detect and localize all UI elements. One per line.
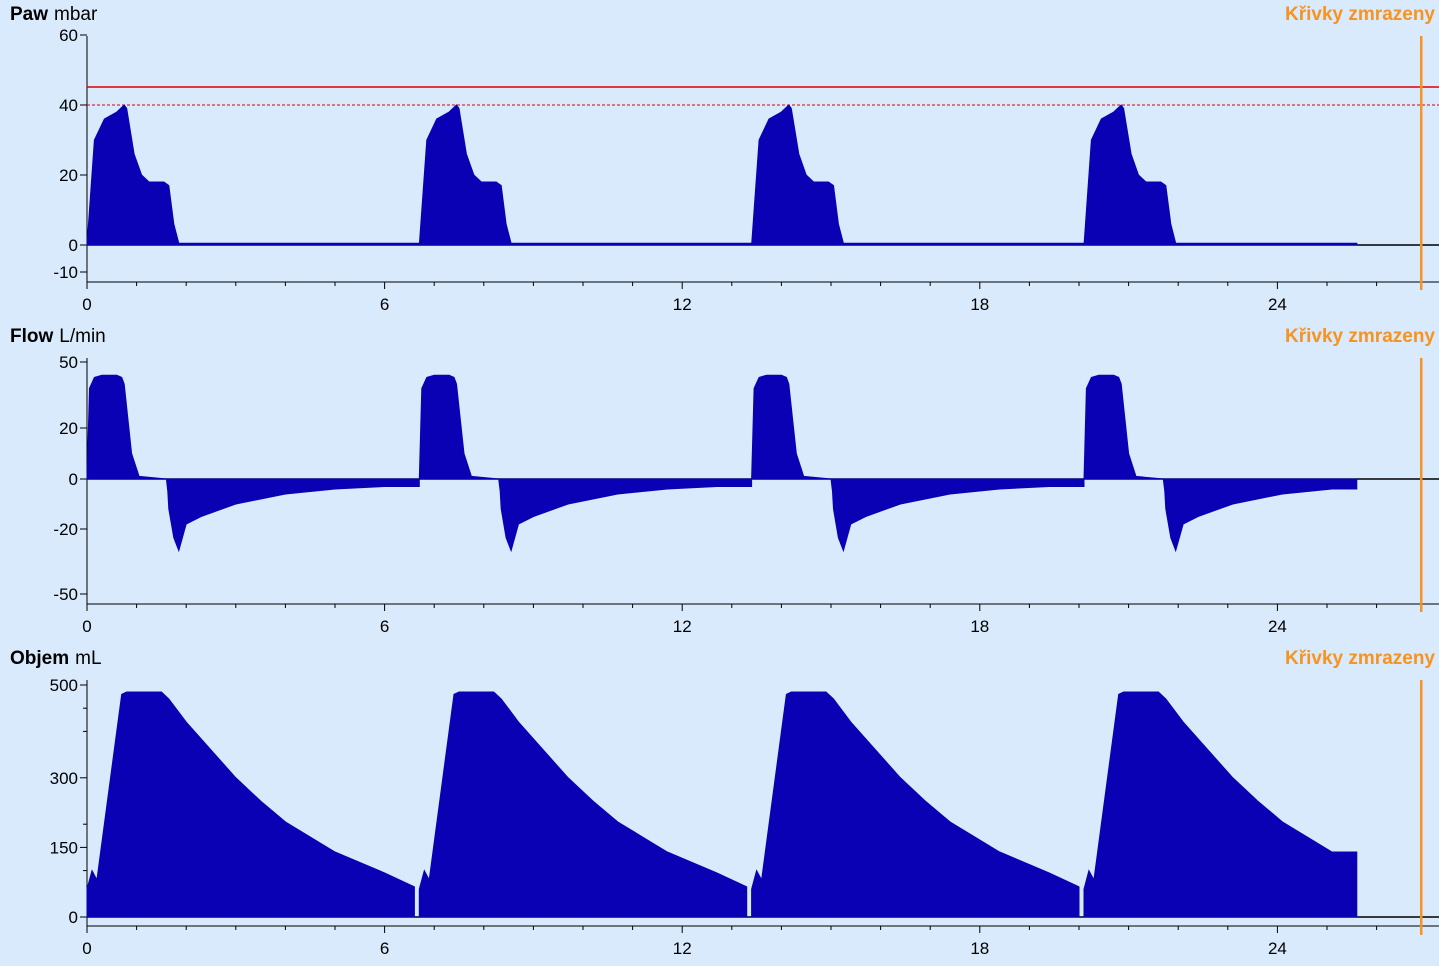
y-tick-label: -50 xyxy=(53,585,78,604)
y-tick-label: -20 xyxy=(53,520,78,539)
y-tick-label: 150 xyxy=(50,838,78,857)
y-tick-label: 500 xyxy=(50,676,78,695)
flow-title: Flow L/min xyxy=(10,326,106,348)
volume-panel: Objem mL Křivky zmrazeny 500 300 150 0 0 6 12 18… xyxy=(0,644,1439,966)
x-tick-label: 18 xyxy=(970,939,989,958)
y-tick-label: 300 xyxy=(50,769,78,788)
flow-frozen-status: Křivky zmrazeny xyxy=(1285,326,1435,347)
y-tick-label: 20 xyxy=(59,419,78,438)
paw-frozen-status: Křivky zmrazeny xyxy=(1285,4,1435,25)
paw-panel: Paw mbar Křivky zmrazeny 60 40 20 0 -10 0 6 12 18… xyxy=(0,0,1439,322)
x-tick-label: 24 xyxy=(1268,295,1287,314)
y-tick-label: 0 xyxy=(69,236,78,255)
waveform-breath-4 xyxy=(1083,374,1358,553)
waveform-breath-4 xyxy=(1083,691,1358,918)
x-tick-label: 6 xyxy=(380,617,389,636)
volume-name: Objem xyxy=(10,648,70,669)
waveform-breath-3 xyxy=(751,374,1085,553)
paw-title: Paw mbar xyxy=(10,4,97,26)
flow-name: Flow xyxy=(10,326,54,347)
volume-unit: mL xyxy=(75,648,102,669)
x-tick-label: 18 xyxy=(970,617,989,636)
volume-title: Objem mL xyxy=(10,648,102,670)
x-tick-label: 12 xyxy=(673,617,692,636)
x-tick-label: 0 xyxy=(82,939,91,958)
x-tick-label: 6 xyxy=(380,295,389,314)
waveform-breath-1 xyxy=(86,691,415,918)
paw-name: Paw xyxy=(10,4,49,25)
y-tick-label: 20 xyxy=(59,166,78,185)
x-tick-label: 24 xyxy=(1268,939,1287,958)
y-tick-label: 40 xyxy=(59,96,78,115)
waveform-breath-1 xyxy=(86,104,420,246)
y-tick-label: 0 xyxy=(69,470,78,489)
waveform-breath-3 xyxy=(751,691,1080,918)
waveform-breath-3 xyxy=(751,104,1085,246)
waveform-breath-2 xyxy=(418,104,753,246)
x-tick-label: 24 xyxy=(1268,617,1287,636)
x-tick-label: 0 xyxy=(82,295,91,314)
waveform-breath-2 xyxy=(418,691,748,918)
x-tick-label: 18 xyxy=(970,295,989,314)
y-tick-label: -10 xyxy=(53,263,78,282)
volume-chart: 500 300 150 00 6 12 18 24 xyxy=(50,676,1439,958)
volume-frozen-status: Křivky zmrazeny xyxy=(1285,648,1435,669)
y-tick-label: 50 xyxy=(59,353,78,372)
y-tick-label: 0 xyxy=(69,908,78,927)
waveform-breath-1 xyxy=(86,374,420,553)
paw-unit: mbar xyxy=(54,4,98,25)
waveform-breath-4 xyxy=(1083,104,1358,246)
x-tick-label: 12 xyxy=(673,295,692,314)
flow-unit: L/min xyxy=(59,326,106,347)
x-tick-label: 6 xyxy=(380,939,389,958)
x-tick-label: 12 xyxy=(673,939,692,958)
x-tick-label: 0 xyxy=(82,617,91,636)
flow-panel: Flow L/min Křivky zmrazeny 50 20 0 -20 -50 0 6 1… xyxy=(0,322,1439,644)
y-tick-label: 60 xyxy=(59,26,78,45)
waveform-breath-2 xyxy=(418,374,753,553)
